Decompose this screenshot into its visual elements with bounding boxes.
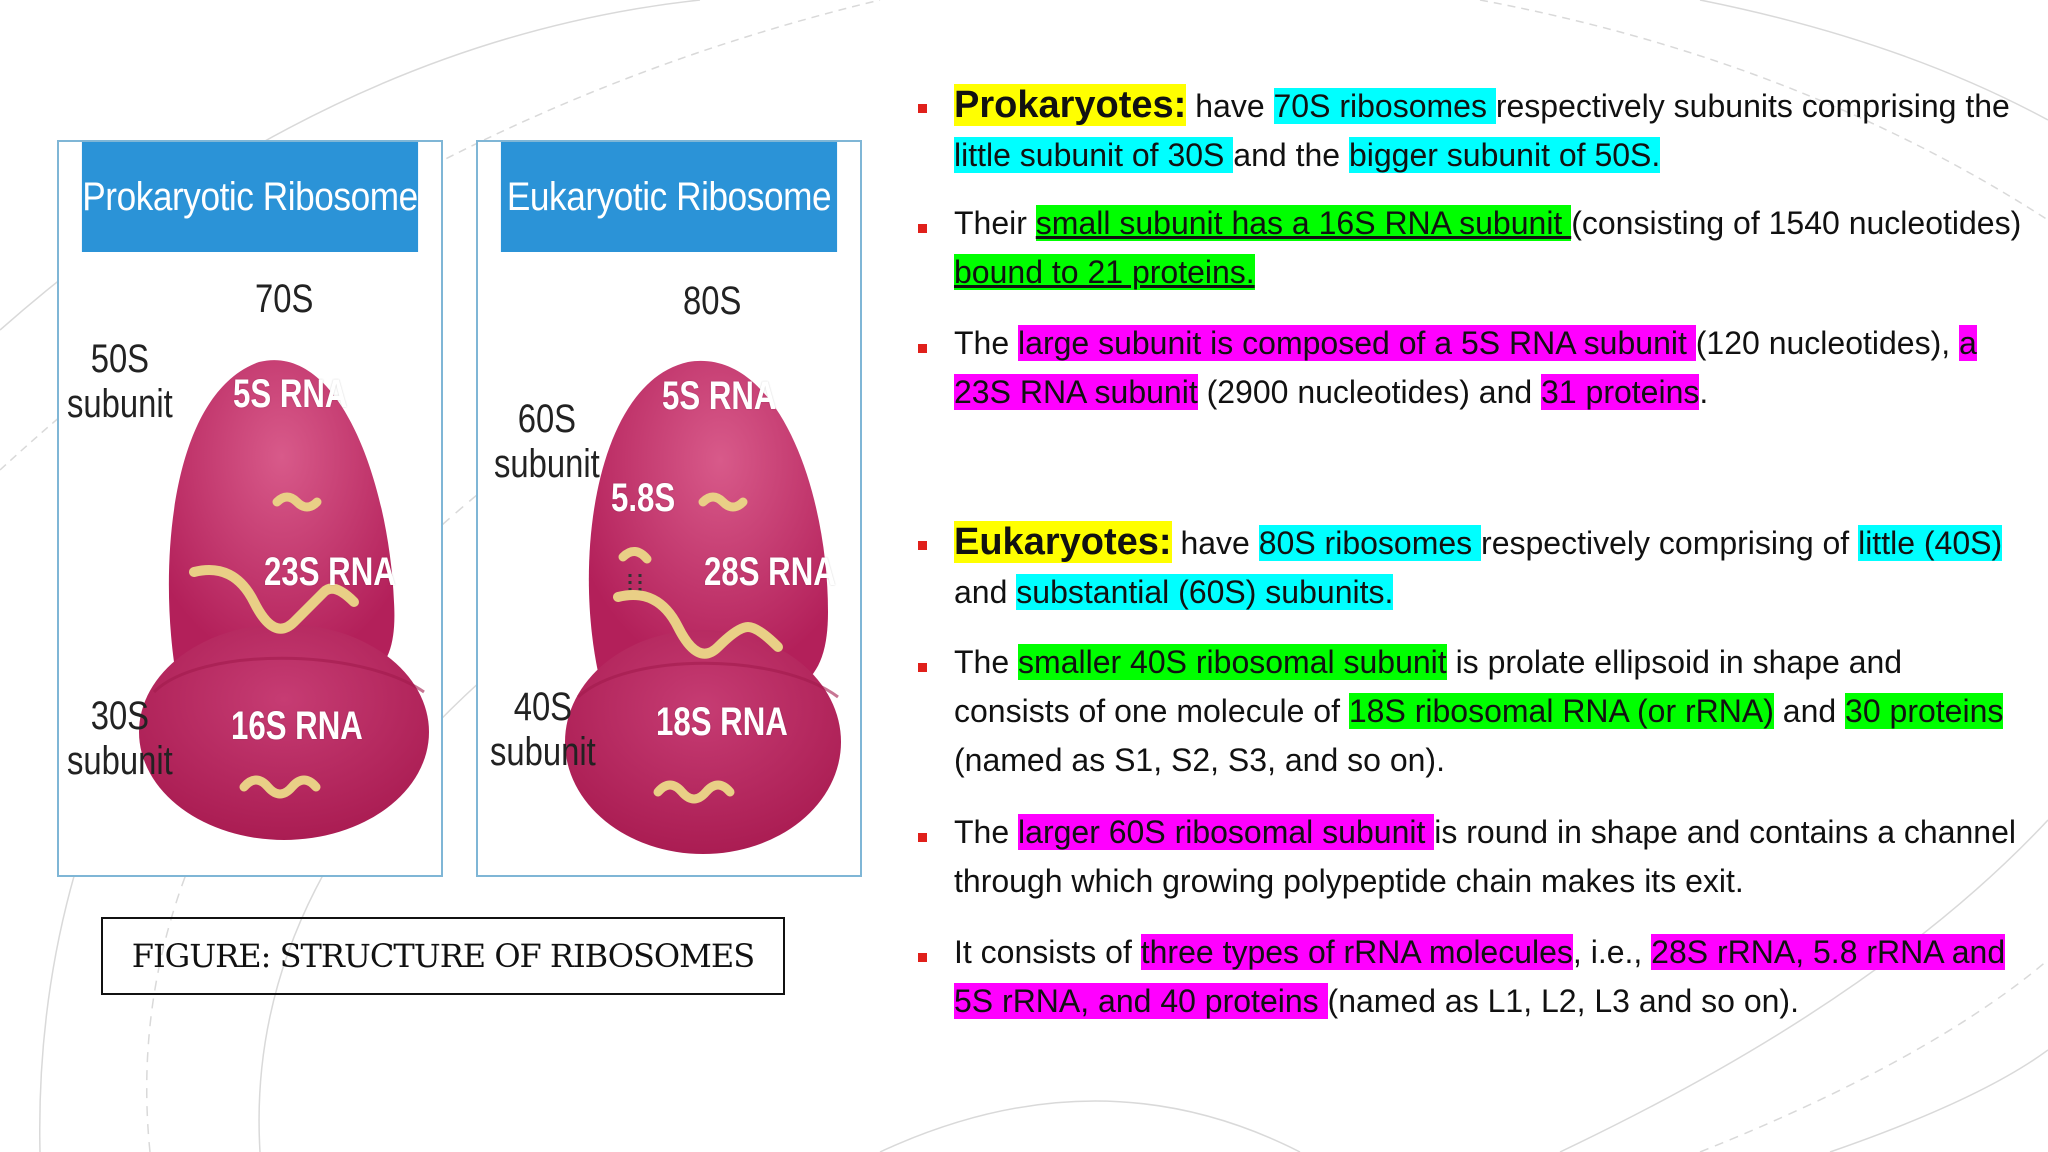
prokaryotic-total-label: 70S: [255, 277, 314, 321]
highlight: 18S ribosomal RNA (or rRNA): [1348, 693, 1774, 729]
text: It consists of: [954, 934, 1141, 970]
figure-caption: FIGURE: STRUCTURE OF RIBOSOMES: [101, 917, 785, 995]
text: Their: [954, 205, 1036, 241]
bullet-marker: [918, 224, 927, 233]
highlight: little (40S): [1858, 525, 2003, 561]
rna-strand-28s: [613, 590, 783, 659]
highlight: substantial (60S) subunits.: [1016, 574, 1394, 610]
bullet-marker: [918, 663, 927, 672]
text: is round in shape and contains a channel…: [954, 814, 2016, 899]
bullet-text: The larger 60S ribosomal subunit is roun…: [954, 808, 2024, 906]
text: have: [1186, 88, 1274, 124]
highlight: large subunit is composed of a 5S RNA su…: [1018, 325, 1696, 361]
text: The: [954, 325, 1019, 361]
rna-strand-18s: [653, 780, 735, 804]
rna-strand-58s: [618, 547, 652, 564]
term-eukaryotes: Eukaryotes:: [954, 521, 1172, 563]
large-subunit-shape: [588, 360, 828, 692]
prokaryotic-rna-16s: 16S RNA: [231, 704, 363, 748]
highlight: small subunit has a 16S RNA subunit: [1035, 205, 1572, 241]
prokaryotic-panel: Prokaryotic Ribosome 70S 50S subunit 30S…: [57, 140, 443, 877]
highlight: larger 60S ribosomal subunit: [1018, 814, 1435, 850]
bullet-text: Eukaryotes: have 80S ribosomes respectiv…: [954, 518, 2024, 617]
highlight: smaller 40S ribosomal subunit: [1018, 644, 1447, 680]
bullet-text: It consists of three types of rRNA molec…: [954, 928, 2024, 1026]
eukaryotic-title: Eukaryotic Ribosome: [500, 142, 838, 252]
text: respectively comprising of: [1481, 525, 1859, 561]
text: have: [1171, 525, 1259, 561]
text: , i.e.,: [1572, 934, 1652, 970]
eukaryotic-ribosome-illustration: [565, 360, 841, 854]
small-subunit-shape: [565, 630, 841, 854]
eukaryotic-total-label: 80S: [683, 279, 742, 323]
eukaryotic-rna-5s: 5S RNA: [662, 374, 777, 418]
prokaryotic-rna-23s: 23S RNA: [264, 550, 396, 594]
rna-strand-16s: [239, 775, 321, 799]
prokaryotic-ribosome-illustration: [139, 360, 429, 840]
prokaryotic-small-label: 30S subunit: [67, 694, 173, 783]
bullet-text: The smaller 40S ribosomal subunit is pro…: [954, 638, 2024, 785]
text: and: [954, 574, 1017, 610]
bullet-marker: [918, 953, 927, 962]
text: (named as L1, L2, L3 and so on).: [1327, 983, 1799, 1019]
text: The: [954, 644, 1019, 680]
bullet-text: Prokaryotes: have 70S ribosomes respecti…: [954, 81, 2024, 180]
text: respectively subunits comprising the: [1495, 88, 2010, 124]
highlight: bigger subunit of 50S.: [1348, 137, 1661, 173]
text: (120 nucleotides),: [1695, 325, 1960, 361]
highlight: 31 proteins: [1541, 374, 1700, 410]
bullet-marker: [918, 344, 927, 353]
highlight: 70S ribosomes: [1273, 88, 1496, 124]
text: is prolate ellipsoid in shape and consis…: [954, 644, 1903, 729]
bullet-text: The large subunit is composed of a 5S RN…: [954, 319, 2024, 417]
highlight: little subunit of 30S: [954, 137, 1234, 173]
text: (consisting of 1540 nucleotides): [1571, 205, 2022, 241]
bullet-text: Their small subunit has a 16S RNA subuni…: [954, 199, 2024, 297]
rna-strand-5s: [698, 492, 748, 512]
prokaryotic-large-label: 50S subunit: [67, 337, 173, 426]
text: (2900 nucleotides) and: [1197, 374, 1542, 410]
rna-strand-5s: [272, 492, 322, 512]
term-prokaryotes: Prokaryotes:: [954, 84, 1187, 126]
text: and: [1773, 693, 1846, 729]
highlight: 80S ribosomes: [1258, 525, 1482, 561]
eukaryotic-rna-58s: 5.8S: [611, 476, 676, 520]
eukaryotic-rna-28s: 28S RNA: [704, 550, 836, 594]
large-subunit-shape: [168, 360, 395, 682]
small-subunit-shape: [139, 624, 429, 840]
text: and the: [1233, 137, 1349, 173]
prokaryotic-rna-5s: 5S RNA: [233, 372, 348, 416]
highlight: three types of rRNA molecules: [1140, 934, 1573, 970]
bullet-marker: [918, 104, 927, 113]
highlight: 30 proteins: [1845, 693, 2004, 729]
eukaryotic-small-label: 40S subunit: [490, 685, 596, 774]
bullet-marker: [918, 833, 927, 842]
eukaryotic-panel: Eukaryotic Ribosome 80S 60S subunit 40S …: [476, 140, 862, 877]
eukaryotic-rna-18s: 18S RNA: [656, 700, 788, 744]
bullet-marker: [918, 541, 927, 550]
text: .: [1699, 374, 1709, 410]
highlight: bound to 21 proteins.: [954, 254, 1255, 290]
prokaryotic-title: Prokaryotic Ribosome: [81, 142, 418, 252]
rna-strand-23s: [189, 565, 359, 634]
text: (named as S1, S2, S3, and so on).: [954, 742, 1445, 778]
eukaryotic-large-label: 60S subunit: [494, 397, 600, 486]
text: The: [954, 814, 1019, 850]
